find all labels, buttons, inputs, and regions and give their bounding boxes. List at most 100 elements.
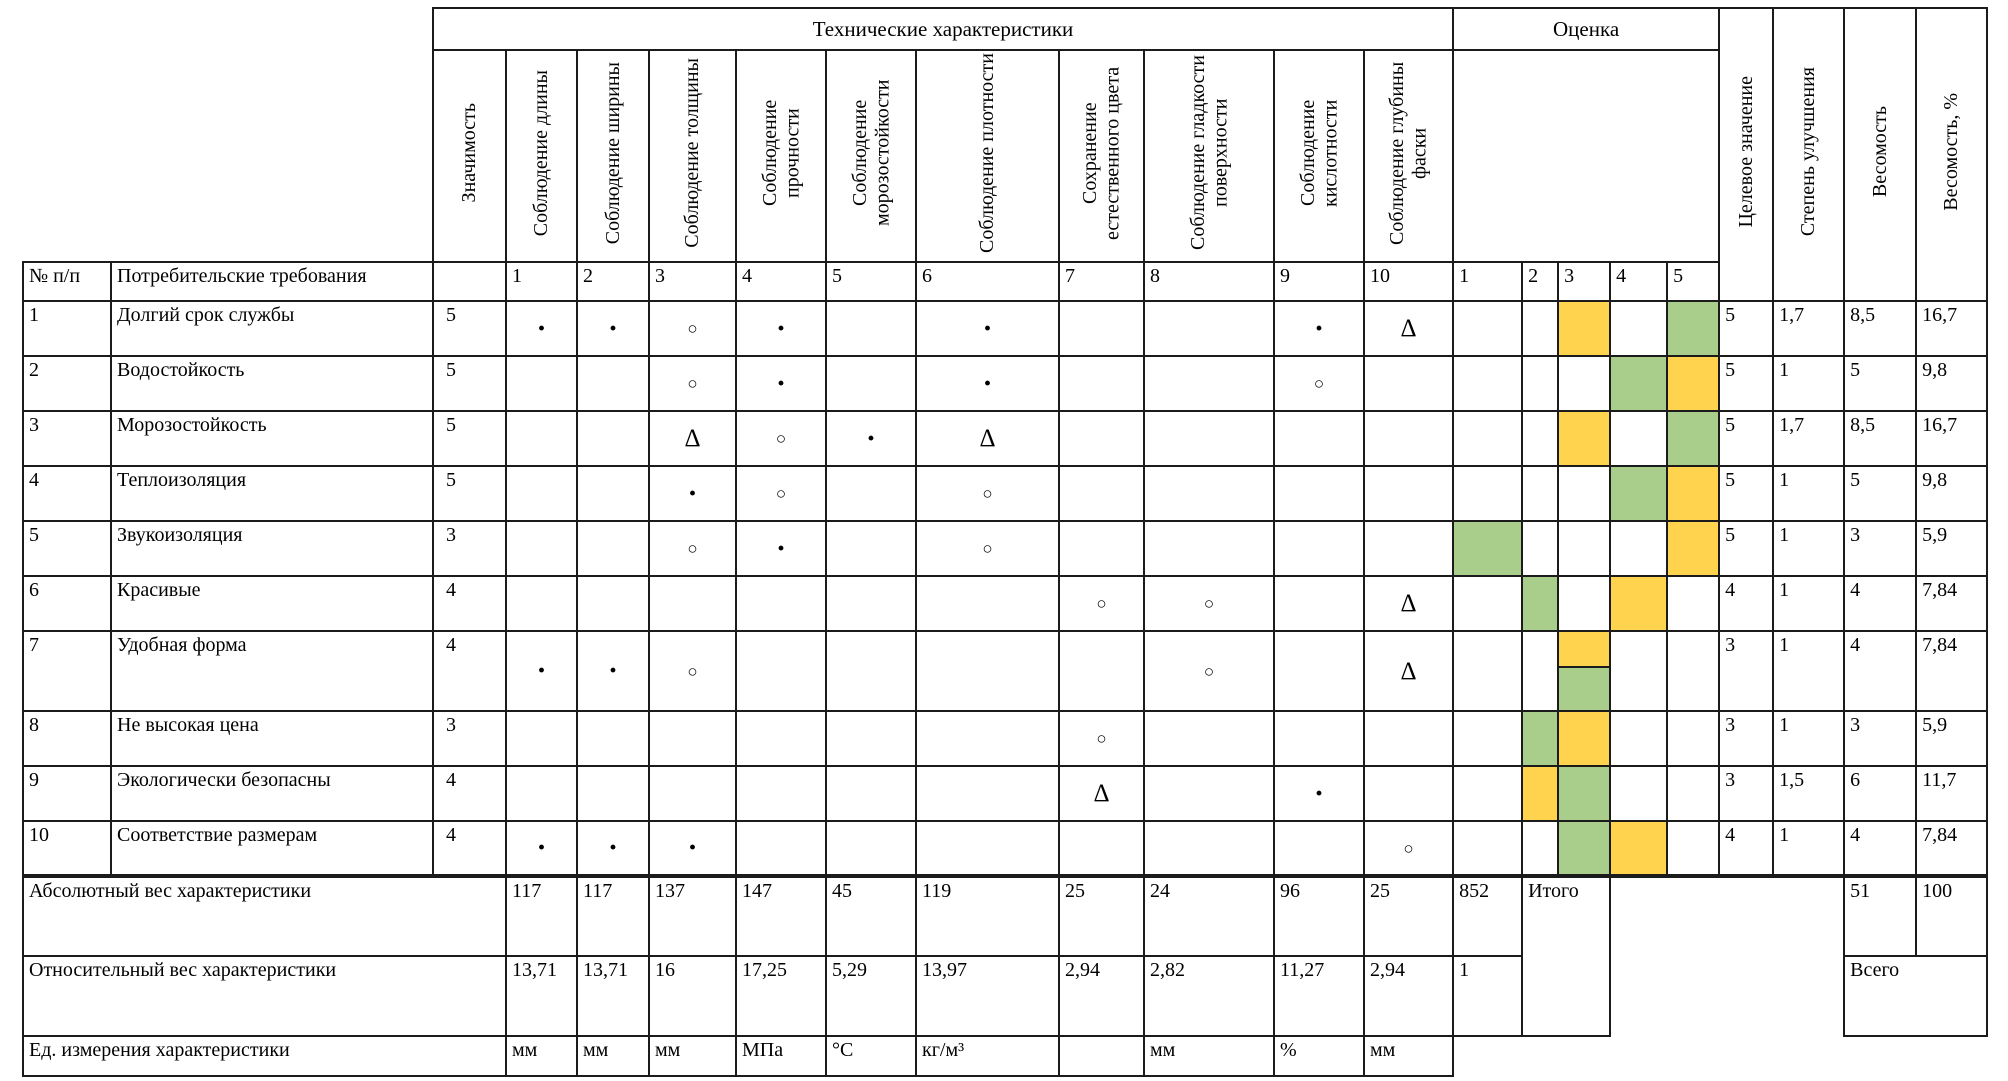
improvement-value: 1 — [1772, 465, 1846, 522]
weight-value: 4 — [1843, 575, 1918, 632]
absolute-weight-value-9: 96 — [1273, 874, 1365, 957]
relation-cell-8: ○ — [1143, 575, 1275, 632]
score-cell-5 — [1666, 355, 1721, 412]
unit-value-7 — [1058, 1035, 1145, 1077]
requirement-label: Водостойкость — [110, 355, 434, 412]
relation-cell-1 — [505, 520, 578, 577]
relation-cell-7 — [1058, 410, 1145, 467]
relation-cell-10 — [1362, 765, 1455, 822]
score-cell-2 — [1521, 410, 1560, 467]
requirement-label: Долгий срок службы — [110, 300, 434, 357]
tech-col-header-4: Соблюдение прочности — [735, 49, 827, 263]
col-header-num: № п/п — [22, 261, 112, 302]
score-cell-2 — [1521, 575, 1560, 632]
evaluation-title: Оценка — [1452, 7, 1721, 51]
relation-cell-6 — [915, 710, 1060, 767]
target-value: 5 — [1718, 300, 1775, 357]
absolute-weight-value-8: 24 — [1143, 874, 1275, 957]
score-cell-3-split — [1557, 630, 1612, 712]
qfd-house-of-quality-table: Технические характеристики Оценка Целево… — [22, 7, 1989, 1077]
score-cell-1 — [1452, 630, 1524, 712]
relation-cell-2: · — [576, 630, 650, 712]
col-header-target-value: Целевое значение — [1718, 7, 1775, 302]
eval-col-number-3: 3 — [1557, 261, 1612, 302]
empty-area — [1667, 874, 1720, 956]
relation-cell-8: ○ — [1143, 630, 1275, 712]
relation-cell-3 — [648, 575, 737, 632]
relation-cell-6 — [915, 630, 1060, 712]
empty-area — [1773, 956, 1844, 1036]
relative-weight-value-1: 13,71 — [505, 955, 578, 1037]
row-number: 10 — [22, 820, 112, 877]
relation-cell-4: · — [735, 300, 827, 357]
target-value: 5 — [1718, 410, 1775, 467]
relation-cell-2 — [576, 410, 650, 467]
tech-characteristics-title: Технические характеристики — [431, 7, 1455, 51]
tech-col-number-5: 5 — [825, 261, 917, 302]
col-header-significance: Значимость — [432, 49, 507, 263]
requirement-label: Звукоизоляция — [110, 520, 434, 577]
improvement-value: 1 — [1772, 630, 1846, 712]
relation-cell-10 — [1362, 355, 1455, 412]
consumer-row: 3 Морозостойкость 5 Δ ○ · Δ 5 1,7 8,5 16,7 — [22, 410, 1989, 467]
relation-cell-6: · — [915, 355, 1060, 412]
relation-cell-10: Δ — [1362, 630, 1455, 712]
score-cell-4 — [1609, 630, 1669, 712]
relation-cell-10: Δ — [1362, 300, 1455, 357]
significance-value: 5 — [432, 300, 507, 357]
relation-cell-2 — [576, 575, 650, 632]
improvement-value: 1 — [1772, 820, 1846, 877]
evaluation-empty-area — [1452, 49, 1721, 263]
relative-weight-label: Относительный вес характеристики — [22, 955, 507, 1037]
tech-col-header-9: Соблюдение кислотности — [1273, 49, 1365, 263]
score-cell-2 — [1521, 520, 1560, 577]
significance-value: 4 — [432, 575, 507, 632]
relation-cell-1: · — [505, 820, 578, 877]
weight-pct-total: 100 — [1915, 874, 1989, 957]
relative-weight-row: Относительный вес характеристики 13,71 13,… — [22, 955, 1989, 1037]
relation-cell-5 — [825, 710, 917, 767]
empty-area — [1719, 956, 1773, 1036]
row-number: 6 — [22, 575, 112, 632]
improvement-value: 1 — [1772, 520, 1846, 577]
target-value: 3 — [1718, 765, 1775, 822]
target-value: 3 — [1718, 630, 1775, 712]
relation-cell-2 — [576, 355, 650, 412]
score-cell-3 — [1557, 410, 1612, 467]
relation-cell-5 — [825, 465, 917, 522]
relation-cell-9: · — [1273, 300, 1365, 357]
relation-cell-4 — [735, 820, 827, 877]
relation-cell-4: ○ — [735, 410, 827, 467]
row-number: 1 — [22, 300, 112, 357]
weight-value: 5 — [1843, 465, 1918, 522]
relation-cell-7: ○ — [1058, 710, 1145, 767]
relative-weight-value-2: 13,71 — [576, 955, 650, 1037]
relation-cell-5 — [825, 630, 917, 712]
score-cell-3 — [1557, 520, 1612, 577]
relation-cell-5: · — [825, 410, 917, 467]
row-number: 3 — [22, 410, 112, 467]
unit-value-2: мм — [576, 1035, 650, 1077]
tech-col-number-10: 10 — [1362, 261, 1455, 302]
itogo-cell: Итого — [1521, 874, 1612, 1037]
empty-area — [1610, 1036, 1667, 1076]
score-cell-3 — [1557, 575, 1612, 632]
consumer-row: 4 Теплоизоляция 5 · ○ ○ 5 1 5 9,8 — [22, 465, 1989, 522]
score-cell-3 — [1557, 355, 1612, 412]
numbers-row: № п/п Потребительские требования 1 2 3 4… — [22, 261, 1987, 302]
absolute-weight-value-10: 25 — [1362, 874, 1455, 957]
empty-area — [1773, 874, 1845, 956]
score-split-yellow — [1560, 633, 1609, 668]
score-cell-4 — [1609, 410, 1669, 467]
tech-col-header-3: Соблюдение толщины — [648, 49, 737, 263]
score-cell-1 — [1452, 710, 1524, 767]
weight-pct-value: 16,7 — [1915, 410, 1989, 467]
relation-cell-3: ○ — [648, 520, 737, 577]
tech-col-number-8: 8 — [1143, 261, 1275, 302]
relation-cell-4 — [735, 630, 827, 712]
relation-cell-8 — [1143, 820, 1275, 877]
weight-value: 5 — [1843, 355, 1918, 412]
score-cell-5 — [1666, 820, 1721, 877]
relation-cell-3: ○ — [648, 630, 737, 712]
